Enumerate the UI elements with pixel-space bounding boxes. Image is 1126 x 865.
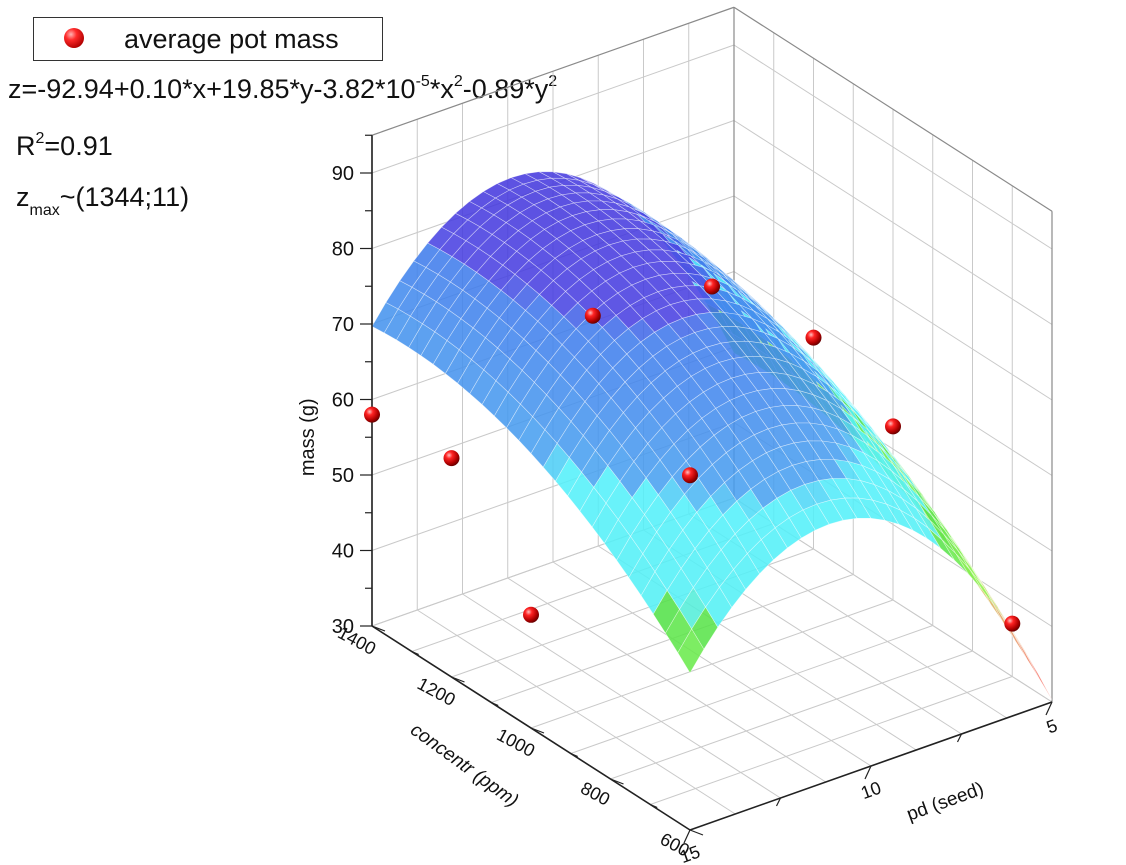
y-tick	[956, 733, 963, 743]
equation-part: -0.89*y	[462, 74, 549, 104]
fit-equation: z=-92.94+0.10*x+19.85*y-3.82*10-5*x2-0.8…	[8, 73, 557, 105]
box-edge	[733, 6, 1053, 212]
x-tick	[530, 727, 545, 734]
z-tick-label: 40	[332, 541, 354, 563]
y-tick	[683, 829, 691, 844]
surface-patch	[955, 553, 983, 591]
wall-gridline	[733, 44, 1053, 250]
legend-marker-icon	[64, 28, 84, 48]
box-edge	[371, 6, 735, 136]
z-tick-label: 90	[332, 163, 354, 185]
wall-gridline	[733, 271, 1053, 476]
equation-exponent: 2	[453, 73, 463, 90]
data-point	[364, 406, 380, 423]
equation-part: z=-92.94+0.10*x+19.85*y-3.82*10	[8, 74, 416, 104]
y-tick-label: 15	[677, 842, 703, 865]
floor-gridline	[462, 593, 781, 799]
equation-exponent: -5	[415, 73, 430, 90]
z-tick-label: 30	[332, 616, 354, 638]
x-tick	[570, 752, 578, 758]
z-tick-label: 70	[332, 314, 354, 336]
floor-gridline	[507, 577, 827, 783]
x-tick	[411, 650, 419, 656]
y-tick	[1045, 701, 1053, 716]
legend: average pot mass	[33, 17, 383, 61]
z-tick-label: 80	[332, 239, 354, 261]
wall-gridline	[371, 44, 735, 174]
x-tick	[610, 778, 624, 785]
fitted-surface	[371, 171, 1053, 700]
data-point	[704, 278, 720, 295]
x-tick	[689, 829, 704, 836]
z-tick-label: 50	[332, 465, 354, 487]
y-tick-label: 10	[858, 778, 884, 804]
y-tick	[775, 797, 782, 807]
x-tick	[451, 676, 465, 683]
x-tick-label: 1200	[414, 673, 459, 709]
x-tick	[650, 803, 658, 809]
wall-gridline	[733, 120, 1053, 325]
floor-gridline	[416, 609, 736, 815]
x-tick-label: 1000	[493, 724, 538, 760]
data-point	[885, 418, 901, 435]
y-tick	[864, 765, 872, 780]
data-point	[682, 467, 698, 484]
z-max: zmax~(1344;11)	[16, 182, 190, 219]
data-point	[805, 329, 822, 346]
data-point	[523, 606, 539, 623]
y-tick-label: 5	[1044, 715, 1060, 737]
x-tick	[371, 625, 386, 632]
r-squared: R2=0.91	[16, 130, 113, 161]
legend-label: average pot mass	[124, 24, 339, 54]
z-axis-title: mass (g)	[297, 398, 319, 476]
floor-gridline	[552, 561, 872, 767]
x-tick	[491, 701, 499, 707]
data-point	[443, 450, 460, 467]
z-tick-label: 60	[332, 390, 354, 412]
equation-part: *x	[429, 74, 454, 104]
x-tick-label: 1400	[334, 622, 379, 658]
wall-gridline	[733, 195, 1053, 401]
data-point	[584, 307, 601, 324]
surface-patch	[1025, 653, 1053, 700]
data-point	[1004, 615, 1021, 632]
y-axis-title: pd (seed)	[904, 778, 987, 825]
x-tick-label: 800	[577, 778, 613, 810]
